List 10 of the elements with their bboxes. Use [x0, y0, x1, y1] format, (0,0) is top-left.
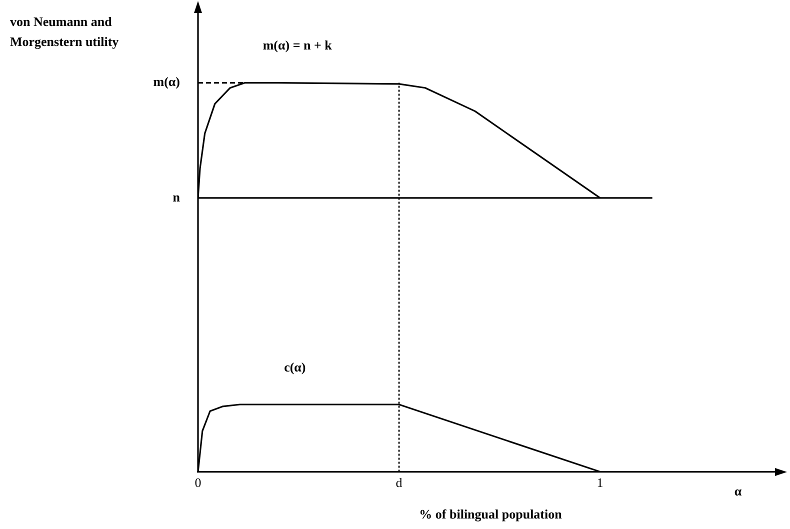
annotation: n [172, 189, 181, 204]
text: m(α) = n + k [262, 38, 333, 53]
text: von Neumann and Morgenstern utility [10, 14, 120, 49]
x-tick-label: 0 [194, 475, 202, 490]
text: α [734, 484, 742, 499]
annotation: m(α) [153, 74, 180, 90]
x-tick-label: d [396, 475, 403, 490]
x-axis-title: % of bilingual population [419, 506, 563, 522]
text: c(α) [284, 359, 306, 374]
x-tick-label: 1 [596, 475, 604, 490]
